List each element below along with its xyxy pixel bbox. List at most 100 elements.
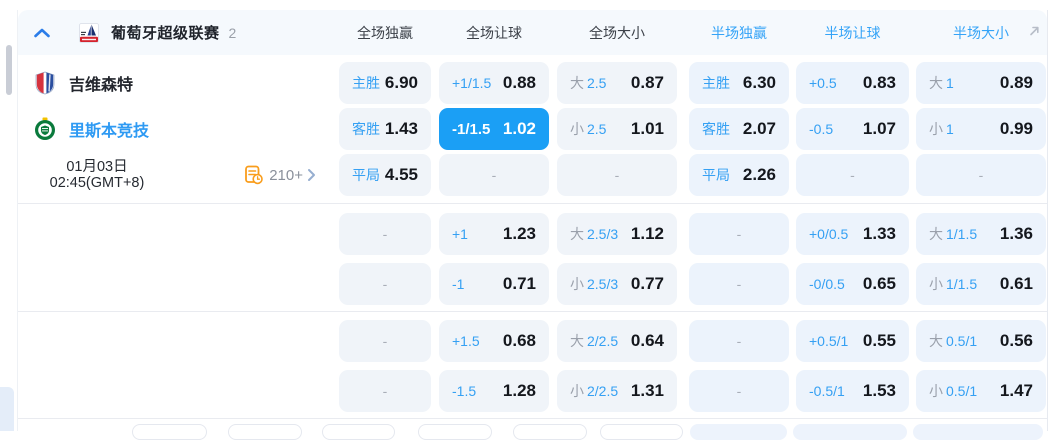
quick-market-pill[interactable] — [132, 424, 207, 440]
quick-market-pill[interactable] — [418, 424, 492, 440]
odds-cell[interactable]: -0.5/1 1.53 — [796, 370, 909, 412]
odds-value: 1.33 — [862, 224, 896, 243]
quick-market-pill[interactable] — [913, 424, 1043, 440]
odds-cell[interactable]: 大 1 0.89 — [916, 62, 1046, 104]
column-header-full-1x2: 全场独赢 — [357, 24, 413, 41]
odds-label: 0.5/1 — [946, 383, 978, 399]
odds-label: +1/1.5 — [452, 75, 492, 91]
odds-label: +0.5/1 — [809, 333, 849, 349]
odds-cell-empty: - — [339, 370, 431, 412]
odds-group-line2: - +1 1.23 大 2.5/3 1.12- +0/0.5 1.33 大 1/1.5 1.36 -… — [18, 204, 1047, 312]
quick-market-pill[interactable] — [793, 424, 907, 440]
odds-cell[interactable]: 小 2/2.5 1.31 — [557, 370, 677, 412]
quick-market-pill[interactable] — [690, 424, 787, 440]
odds-value: 6.90 — [384, 73, 418, 92]
odds-cell[interactable]: 平局 4.55 — [339, 154, 431, 196]
odds-cell[interactable]: 大 0.5/1 0.56 — [916, 320, 1046, 362]
league-header: 葡萄牙超级联赛 2 全场独赢 全场让球 全场大小 半场独赢 半场让球 半场大小 — [18, 10, 1047, 55]
odds-cell[interactable]: 大 1/1.5 1.36 — [916, 213, 1046, 255]
odds-value: 1.23 — [502, 224, 536, 243]
odds-cell[interactable]: 平局 2.26 — [689, 154, 789, 196]
odds-cell[interactable]: 主胜 6.30 — [689, 62, 789, 104]
odds-cell[interactable]: +0.5 0.83 — [796, 62, 909, 104]
odds-cell[interactable]: 主胜 6.90 — [339, 62, 431, 104]
match-datetime: 01月03日 02:45(GMT+8) — [18, 159, 176, 191]
quick-market-pill[interactable] — [228, 424, 302, 440]
odds-cell[interactable]: +1 1.23 — [439, 213, 549, 255]
odds-value: 1.43 — [384, 119, 418, 138]
odds-label: 2/2.5 — [587, 383, 619, 399]
handicap-prefix: 大 — [929, 75, 943, 91]
more-markets-link[interactable]: 210+ — [244, 165, 316, 185]
odds-value: 1.53 — [862, 381, 896, 400]
odds-cell[interactable]: -0.5 1.07 — [796, 108, 909, 150]
odds-label: -1.5 — [452, 383, 477, 399]
odds-cell[interactable]: 小 2.5 1.01 — [557, 108, 677, 150]
odds-cell[interactable]: 客胜 1.43 — [339, 108, 431, 150]
odds-cell[interactable]: 小 0.5/1 1.47 — [916, 370, 1046, 412]
scrollbar-thumb[interactable] — [6, 45, 12, 95]
odds-value: 0.77 — [630, 274, 664, 293]
odds-cell[interactable]: 小 1 0.99 — [916, 108, 1046, 150]
expand-arrow-icon[interactable] — [1028, 25, 1040, 37]
odds-cell[interactable]: +0.5/1 0.55 — [796, 320, 909, 362]
odds-value: 1.07 — [862, 119, 896, 138]
odds-cell[interactable]: 大 2.5/3 1.12 — [557, 213, 677, 255]
handicap-prefix: 小 — [570, 121, 584, 137]
home-team-row[interactable]: 吉维森特 — [18, 62, 339, 104]
empty-info-slot — [18, 263, 339, 305]
markets-clock-icon — [244, 165, 264, 185]
odds-cell-empty: - — [339, 263, 431, 305]
odds-cell[interactable]: +0/0.5 1.33 — [796, 213, 909, 255]
odds-cell[interactable]: -1.5 1.28 — [439, 370, 549, 412]
odds-group-line3: - +1.5 0.68 大 2/2.5 0.64- +0.5/1 0.55 大 0.5/1 0.56… — [18, 312, 1047, 419]
column-header-full-overunder: 全场大小 — [589, 24, 645, 41]
quick-market-pill[interactable] — [600, 424, 683, 440]
empty-info-slot — [18, 320, 339, 362]
odds-label: -1/1.5 — [452, 120, 491, 138]
odds-cell[interactable]: 大 2.5 0.87 — [557, 62, 677, 104]
odds-label: 1 — [946, 75, 954, 91]
odds-cell[interactable]: 大 2/2.5 0.64 — [557, 320, 677, 362]
quick-market-pill[interactable] — [513, 424, 587, 440]
odds-cell-empty: - — [557, 154, 677, 196]
odds-cell-empty: - — [916, 154, 1046, 196]
match-date: 01月03日 — [66, 159, 128, 175]
quick-market-pill[interactable] — [322, 424, 395, 440]
odds-value: 0.56 — [999, 331, 1033, 350]
odds-cell[interactable]: -0/0.5 0.65 — [796, 263, 909, 305]
odds-label: -1 — [452, 276, 465, 292]
column-header-half-1x2: 半场独赢 — [711, 24, 767, 41]
odds-value: 6.30 — [742, 73, 776, 92]
odds-cell-empty: - — [796, 154, 909, 196]
left-edge-decoration — [0, 387, 14, 431]
away-team-row[interactable]: 里斯本竞技 — [18, 108, 339, 150]
odds-cell[interactable]: +1/1.5 0.88 — [439, 62, 549, 104]
chevron-up-icon — [33, 27, 51, 39]
more-markets-count: 210+ — [269, 166, 303, 184]
odds-cell-empty: - — [689, 213, 789, 255]
odds-label: 主胜 — [352, 75, 380, 91]
odds-label: 1/1.5 — [946, 276, 978, 292]
away-team-slot: 里斯本竞技 — [18, 108, 339, 150]
odds-value: 4.55 — [384, 165, 418, 184]
odds-cell[interactable]: 客胜 2.07 — [689, 108, 789, 150]
odds-label: 客胜 — [702, 121, 730, 137]
odds-cell-empty: - — [689, 320, 789, 362]
away-team-name: 里斯本竞技 — [69, 123, 150, 140]
odds-label: 平局 — [352, 167, 380, 183]
collapse-league-button[interactable] — [31, 22, 53, 44]
odds-value: 0.99 — [999, 119, 1033, 138]
odds-value: 2.26 — [742, 165, 776, 184]
odds-cell[interactable]: 小 2.5/3 0.77 — [557, 263, 677, 305]
odds-label: 1 — [946, 121, 954, 137]
odds-value: 1.01 — [630, 119, 664, 138]
odds-cell[interactable]: -1 0.71 — [439, 263, 549, 305]
empty-info-slot — [18, 213, 339, 255]
odds-label: +0.5 — [809, 75, 837, 91]
odds-label: 1/1.5 — [946, 226, 978, 242]
match-info-slot: 01月03日 02:45(GMT+8) — [18, 154, 339, 196]
odds-cell[interactable]: +1.5 0.68 — [439, 320, 549, 362]
odds-cell[interactable]: 小 1/1.5 0.61 — [916, 263, 1046, 305]
odds-cell[interactable]: -1/1.5 1.02 — [439, 108, 549, 150]
